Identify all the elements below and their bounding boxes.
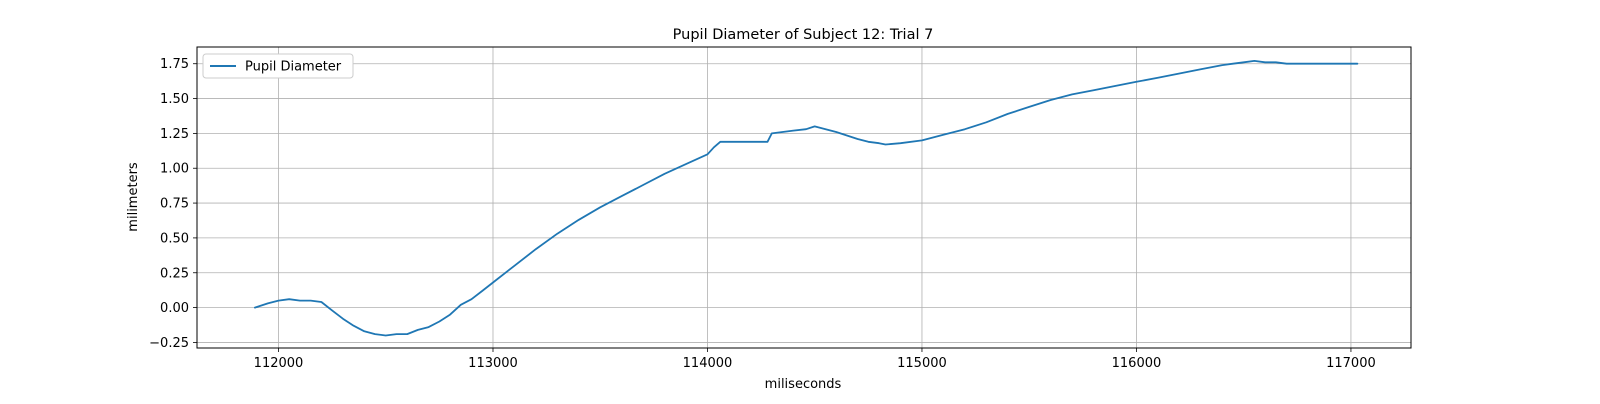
- legend-box: [202, 53, 354, 79]
- y-tick-label: −0.25: [149, 336, 189, 351]
- plot-frame: [196, 46, 1412, 349]
- y-tick-label: 0.25: [160, 266, 189, 281]
- x-tick-label: 114000: [683, 356, 733, 371]
- legend-label-pupil-diameter: Pupil Diameter: [245, 60, 342, 75]
- legend: Pupil Diameter: [202, 53, 354, 79]
- x-tick-label: 115000: [897, 356, 947, 371]
- y-tick-label: 0.75: [160, 197, 189, 212]
- y-tick-label: 0.00: [160, 301, 189, 316]
- axis-ticks: 112000 113000 114000 115000 116000 117000 −0.2…: [149, 57, 1376, 371]
- y-tick-label: 1.75: [160, 57, 189, 72]
- x-tick-label: 116000: [1112, 356, 1162, 371]
- y-tick-label: 1.50: [160, 92, 189, 107]
- y-tick-label: 1.00: [160, 162, 189, 177]
- y-axis-label: milimeters: [126, 162, 141, 232]
- y-tick-label: 1.25: [160, 127, 189, 142]
- gridlines: [197, 47, 1411, 348]
- series-line-pupil-diameter: [253, 60, 1359, 337]
- x-tick-label: 113000: [468, 356, 518, 371]
- y-tick-label: 0.50: [160, 231, 189, 246]
- x-tick-label: 117000: [1326, 356, 1376, 371]
- chart-title: Pupil Diameter of Subject 12: Trial 7: [673, 27, 934, 43]
- series-layer: [253, 60, 1359, 337]
- x-tick-label: 112000: [254, 356, 304, 371]
- x-axis-label: miliseconds: [765, 377, 842, 392]
